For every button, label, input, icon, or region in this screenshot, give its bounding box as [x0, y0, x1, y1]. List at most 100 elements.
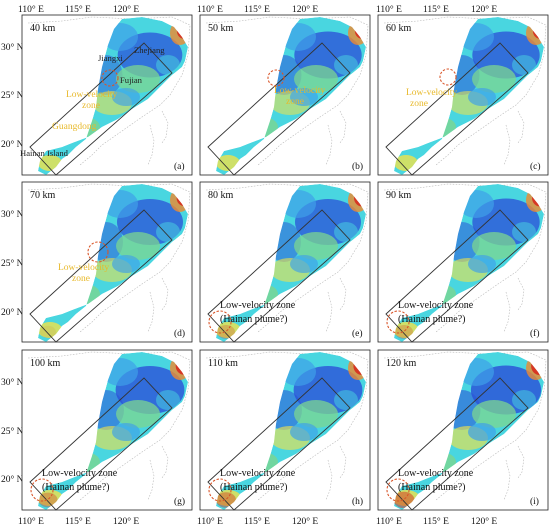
left-lat-20-r2: 20° N [1, 307, 24, 318]
left-lat-25-r1: 25° N [1, 90, 24, 101]
top-lon-120-b: 120° E [292, 4, 318, 15]
velocity-field [394, 17, 544, 175]
bottom-lon-115-b: 115° E [244, 516, 270, 527]
coastline-outline [205, 183, 369, 333]
profile-swath-box [29, 42, 173, 176]
top-lon-120-c: 120° E [471, 4, 497, 15]
label-plume-line1-5: Low-velocity zone [398, 300, 474, 311]
coastline-outline [383, 16, 547, 166]
velocity-anomaly-7 [290, 88, 318, 106]
plume-ring-5 [386, 310, 410, 334]
coastline-outline [27, 351, 191, 501]
top-lon-115-c: 115° E [423, 4, 449, 15]
bottom-lon-120-b: 120° E [292, 516, 318, 527]
label-guangdong: Guangdong [52, 122, 97, 132]
label-hainan-island: Hainan Island [20, 148, 69, 158]
bottom-lon-110: 110° E [18, 516, 44, 527]
left-lat-20-r1: 20° N [1, 139, 24, 150]
panel-letter: (e) [352, 328, 363, 339]
label-plume-line2-5: (Hainan plume?) [398, 314, 465, 325]
label-zhejiang: Zhejiang [134, 45, 165, 55]
plume-ring-7 [208, 478, 232, 502]
velocity-field [216, 184, 366, 342]
low-velocity-ring-b [267, 69, 285, 87]
bottom-lon-110-b: 110° E [197, 516, 223, 527]
left-lat-20-r3: 20° N [1, 474, 24, 485]
profile-swath-box [29, 209, 173, 343]
label-plume-line1-4: Low-velocity zone [220, 300, 296, 311]
plume-ring-8 [386, 478, 410, 502]
top-lon-115: 115° E [65, 4, 91, 15]
label-fujian: Fujian [120, 75, 143, 85]
taiwan-outline [517, 445, 525, 479]
bottom-lon-110-c: 110° E [376, 516, 402, 527]
top-lon-115-b: 115° E [244, 4, 270, 15]
panel-letter: (h) [352, 496, 363, 507]
panel-f: 90 km (f) [377, 181, 549, 343]
panel-letter: (d) [174, 328, 185, 339]
velocity-anomaly-4 [116, 65, 160, 93]
depth-label: 80 km [208, 190, 234, 201]
label-low-velocity-zone-b-1: Low-velocity [274, 86, 325, 96]
label-plume-line2-7: (Hainan plume?) [220, 482, 287, 493]
velocity-anomaly-12 [512, 55, 536, 75]
label-plume-line2-4: (Hainan plume?) [220, 314, 287, 325]
panel-letter: (b) [352, 161, 363, 172]
coastline-outline [205, 16, 369, 166]
panel-b: 50 km (b) [199, 14, 371, 176]
taiwan-outline [339, 277, 347, 311]
panel-letter: (i) [530, 496, 539, 507]
label-low-velocity-zone-c-1: Low-velocity [406, 88, 457, 98]
panel-e: 80 km (e) [199, 181, 371, 343]
label-low-velocity-zone-b-2: zone [286, 97, 304, 107]
top-longitude-axis: 110° E 115° E 120° E 110° E 115° E 120° … [18, 4, 497, 15]
velocity-anomaly-12 [512, 390, 536, 410]
velocity-anomaly-4 [294, 400, 338, 428]
depth-label: 100 km [30, 358, 61, 369]
panel-letter: (a) [174, 161, 185, 172]
low-velocity-ring-a [101, 69, 119, 87]
label-jiangxi: Jiangxi [98, 53, 123, 63]
coastline-outline [27, 183, 191, 333]
label-plume-line1-6: Low-velocity zone [42, 468, 118, 479]
coastline-outline [383, 351, 547, 501]
coastline-outline [383, 183, 547, 333]
velocity-anomaly-4 [294, 232, 338, 260]
coastline-outline [27, 16, 191, 166]
panel-letter: (c) [530, 161, 541, 172]
panel-a: 40 km (a) [21, 14, 193, 176]
left-lat-30-r3: 30° N [1, 377, 24, 388]
left-lat-30-r1: 30° N [1, 42, 24, 53]
velocity-anomaly-7 [112, 423, 140, 441]
taiwan-outline [161, 277, 169, 311]
velocity-anomaly-7 [468, 423, 496, 441]
plume-ring-6 [30, 478, 54, 502]
label-low-velocity-zone-d-1: Low-velocity [58, 263, 109, 273]
velocity-anomaly-7 [112, 255, 140, 273]
velocity-anomaly-4 [116, 400, 160, 428]
panel-grid: 40 km (a) 50 km (b) 60 km (c) 70 km (d) 80 km (e)… [20, 14, 549, 511]
plume-ring-4 [208, 310, 232, 334]
top-lon-120: 120° E [113, 4, 139, 15]
depth-label: 40 km [30, 23, 56, 34]
velocity-anomaly-12 [334, 222, 358, 242]
label-plume-line2-6: (Hainan plume?) [42, 482, 109, 493]
velocity-anomaly-7 [468, 88, 496, 106]
label-low-velocity-zone-a-1: Low-velocity [66, 90, 117, 100]
velocity-anomaly-4 [472, 400, 516, 428]
label-low-velocity-zone-c-2: zone [410, 99, 428, 109]
velocity-anomaly-7 [290, 423, 318, 441]
bottom-lon-115: 115° E [65, 516, 91, 527]
taiwan-outline [517, 277, 525, 311]
profile-swath-box [29, 377, 173, 511]
top-lon-110: 110° E [18, 4, 44, 15]
profile-swath-box [385, 209, 529, 343]
depth-label: 110 km [208, 358, 238, 369]
taiwan-outline [161, 445, 169, 479]
label-plume-line1-8: Low-velocity zone [398, 468, 474, 479]
low-velocity-ring-c [439, 68, 457, 86]
velocity-anomaly-12 [156, 55, 180, 75]
velocity-anomaly-4 [472, 65, 516, 93]
panel-c: 60 km (c) [377, 14, 549, 176]
left-lat-30-r2: 30° N [1, 209, 24, 220]
